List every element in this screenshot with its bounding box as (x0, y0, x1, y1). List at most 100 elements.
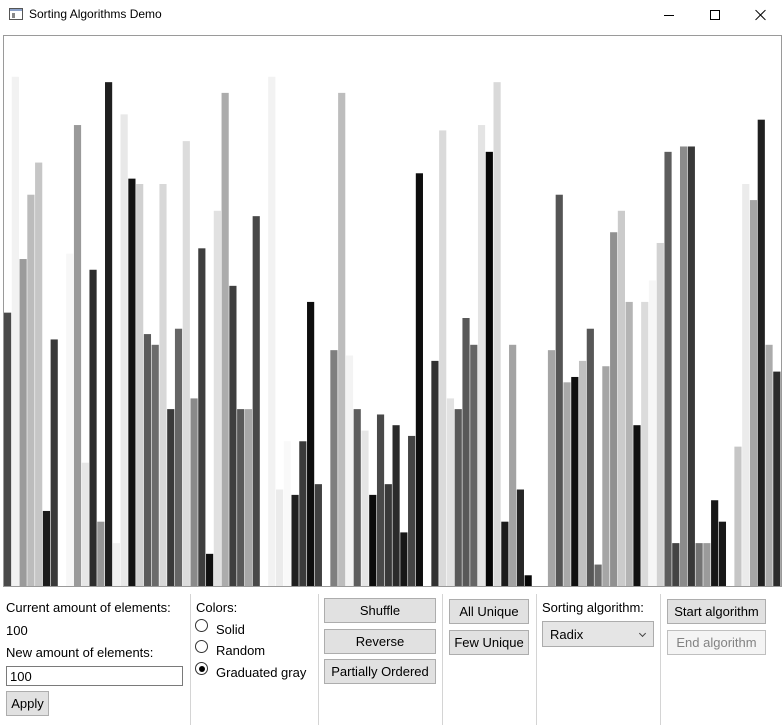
maximize-button[interactable] (692, 0, 738, 30)
sort-bar (58, 50, 66, 586)
sort-bar (314, 484, 322, 586)
sort-bar (718, 521, 727, 586)
minimize-button[interactable] (646, 0, 692, 30)
sort-bar (345, 355, 354, 586)
sort-bar (617, 210, 625, 586)
separator (660, 594, 661, 725)
sort-bar (268, 76, 276, 586)
radio-solid-label: Solid (216, 622, 245, 637)
shuffle-button[interactable]: Shuffle (324, 598, 436, 623)
sort-bar (563, 382, 571, 586)
sort-bar (120, 114, 128, 586)
sort-bar (213, 210, 221, 586)
sort-bar (765, 344, 773, 586)
sort-bar (252, 216, 260, 586)
sort-bar (182, 141, 190, 586)
sort-bar (485, 151, 493, 586)
sorting-canvas (3, 35, 782, 587)
sort-bar (369, 494, 377, 586)
sort-bar (136, 184, 144, 586)
sort-bar (578, 360, 587, 586)
separator (442, 594, 443, 725)
sort-bar (4, 312, 12, 586)
sort-bar (159, 184, 167, 586)
separator (536, 594, 537, 725)
colors-label: Colors: (196, 600, 238, 615)
sort-bar (703, 543, 711, 586)
sort-bar (656, 242, 664, 586)
sort-bar (687, 146, 695, 586)
new-amount-label: New amount of elements: (6, 645, 154, 660)
chevron-down-icon (638, 629, 647, 638)
sort-bar (143, 334, 152, 586)
radio-graduated-gray-label: Graduated gray (216, 665, 307, 680)
sort-bar (206, 553, 214, 586)
partially-ordered-button[interactable]: Partially Ordered (324, 659, 436, 684)
sort-bar (555, 194, 563, 586)
sort-bar (532, 580, 540, 586)
sort-bar (42, 510, 51, 586)
sort-bar (167, 409, 175, 586)
new-amount-input[interactable] (6, 666, 183, 686)
radio-graduated-gray[interactable] (195, 662, 208, 675)
sort-bar (454, 409, 462, 586)
sort-bar (244, 409, 253, 586)
sort-bar (594, 564, 602, 586)
sort-bar (711, 500, 719, 586)
sort-bar (221, 92, 229, 586)
radio-solid[interactable] (195, 619, 208, 632)
sort-bar (610, 232, 618, 586)
sort-bar (586, 328, 594, 586)
sort-bar (641, 301, 649, 586)
sort-bar (50, 339, 58, 586)
sort-bar (299, 441, 307, 586)
close-button[interactable] (738, 0, 784, 30)
sort-bar (105, 82, 113, 586)
sort-bar (376, 414, 385, 586)
sort-bar (27, 194, 35, 586)
separator (318, 594, 319, 725)
sort-bar (35, 162, 43, 586)
start-algorithm-button[interactable]: Start algorithm (667, 599, 766, 624)
few-unique-button[interactable]: Few Unique (449, 630, 529, 655)
sort-bar (283, 441, 291, 586)
sort-bar (237, 409, 245, 586)
radio-random-label: Random (216, 643, 266, 658)
sort-bar (174, 328, 183, 586)
sort-bar (742, 184, 750, 586)
sort-bar (190, 398, 198, 586)
sort-bar (602, 366, 610, 586)
sort-bar (462, 318, 470, 586)
sorting-algorithm-select[interactable]: Radix (542, 621, 654, 647)
sort-bar (423, 189, 431, 586)
sort-bar (571, 376, 579, 586)
maximize-icon (710, 10, 720, 20)
sort-bar (773, 371, 781, 586)
sort-bar (509, 344, 517, 586)
sort-bar (307, 301, 315, 586)
sort-bar (446, 398, 455, 586)
sort-bar (112, 543, 120, 586)
sort-bar (384, 484, 392, 586)
window-title: Sorting Algorithms Demo (29, 7, 162, 21)
bar-chart (4, 50, 781, 586)
sort-bar (19, 259, 27, 586)
all-unique-button[interactable]: All Unique (449, 599, 529, 624)
sort-bar (11, 76, 19, 586)
current-amount-value: 100 (6, 623, 28, 638)
radio-random[interactable] (195, 640, 208, 653)
sort-bar (400, 532, 408, 586)
close-icon (755, 9, 767, 21)
sorting-algorithm-value: Radix (550, 627, 584, 642)
sort-bar (633, 425, 641, 586)
reverse-button[interactable]: Reverse (324, 629, 436, 654)
sort-bar (734, 446, 742, 586)
sort-bar (679, 146, 688, 586)
sort-bar (151, 344, 159, 586)
sort-bar (524, 575, 532, 586)
sort-bar (664, 151, 672, 586)
sort-bar (726, 232, 734, 586)
apply-button[interactable]: Apply (6, 691, 49, 716)
end-algorithm-button[interactable]: End algorithm (667, 630, 766, 655)
sort-bar (260, 82, 268, 586)
